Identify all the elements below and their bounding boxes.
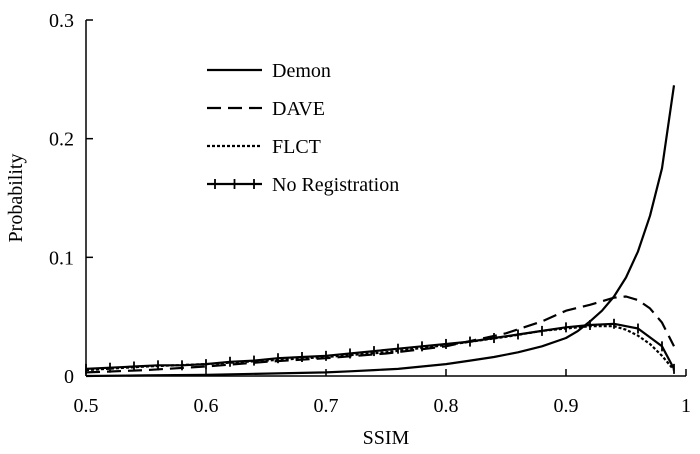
x-axis-label: SSIM bbox=[363, 427, 410, 449]
y-tick-label: 0.2 bbox=[49, 129, 74, 151]
x-tick-label: 0.9 bbox=[554, 395, 579, 417]
x-tick-label: 0.7 bbox=[314, 395, 339, 417]
x-tick-label: 1 bbox=[681, 395, 691, 417]
x-tick-label: 0.6 bbox=[194, 395, 219, 417]
y-tick-label: 0.1 bbox=[49, 247, 74, 269]
legend-label-dave: DAVE bbox=[272, 98, 325, 120]
y-axis-label: Probability bbox=[5, 154, 27, 243]
legend-label-demon: Demon bbox=[272, 60, 331, 82]
legend-label-flct: FLCT bbox=[272, 136, 321, 158]
x-tick-label: 0.8 bbox=[434, 395, 459, 417]
series-line-flct bbox=[85, 325, 675, 372]
series-layer bbox=[85, 85, 676, 378]
legend: Demon DAVE FLCT No Registration bbox=[207, 60, 399, 196]
y-tick-label: 0 bbox=[64, 366, 74, 388]
series-line-no-registration bbox=[85, 322, 675, 370]
legend-label-no-registration: No Registration bbox=[272, 174, 399, 196]
series-line-demon bbox=[85, 85, 676, 378]
x-tick-label: 0.5 bbox=[74, 395, 99, 417]
y-tick-label: 0.3 bbox=[49, 10, 74, 32]
series-line-dave bbox=[85, 295, 675, 374]
axes: 0.5 0.6 0.7 0.8 0.9 1 0 0.1 0.2 0.3 bbox=[49, 10, 691, 417]
